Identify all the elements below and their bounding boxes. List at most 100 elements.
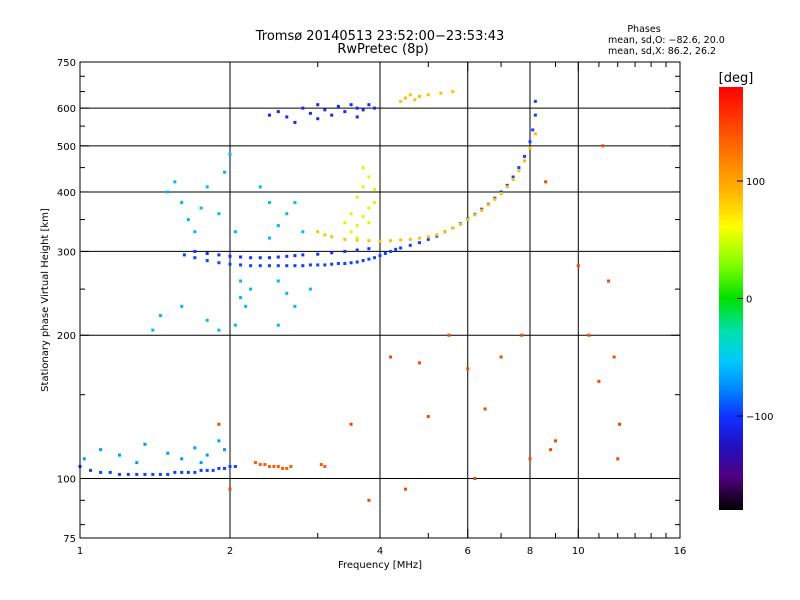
data-point [316, 252, 320, 256]
data-point [223, 466, 227, 470]
data-point [182, 253, 186, 257]
data-point [597, 379, 601, 383]
data-point [289, 464, 293, 468]
data-point [426, 235, 430, 239]
data-point [89, 468, 93, 472]
data-point [336, 261, 340, 265]
data-point [228, 487, 232, 491]
data-point [293, 120, 297, 124]
data-point [249, 264, 253, 268]
data-point [511, 175, 515, 179]
data-point [308, 111, 312, 115]
chart-subtitle: RwPretec (8p) [337, 42, 428, 57]
data-point [361, 166, 365, 170]
data-point [267, 201, 271, 205]
data-point [193, 230, 197, 234]
data-point [117, 472, 121, 476]
data-point [523, 159, 527, 163]
data-point [205, 259, 209, 263]
data-point [166, 190, 170, 194]
x-tick-label: 1 [77, 546, 83, 557]
data-point [285, 212, 289, 216]
data-point [349, 261, 353, 265]
data-point [205, 318, 209, 322]
data-point [355, 238, 359, 242]
data-point [528, 146, 532, 150]
data-point [99, 470, 103, 474]
data-point [199, 468, 203, 472]
data-point [330, 262, 334, 266]
data-point [223, 448, 227, 452]
data-point [217, 261, 221, 265]
data-point [263, 463, 267, 467]
data-point [323, 464, 327, 468]
data-point [330, 113, 334, 117]
data-point [258, 185, 262, 189]
data-point [618, 422, 622, 426]
data-point [399, 99, 403, 103]
data-point [528, 457, 532, 461]
colorbar-label: [deg] [719, 71, 754, 86]
data-point [443, 230, 447, 234]
data-point [355, 115, 359, 119]
data-point [143, 472, 147, 476]
data-point [480, 208, 484, 212]
data-point [367, 175, 371, 179]
data-point [612, 355, 616, 359]
x-tick-label: 6 [465, 546, 471, 557]
data-point [383, 251, 387, 255]
data-point [249, 256, 253, 260]
plot-frame [79, 61, 681, 539]
data-point [399, 238, 403, 242]
data-point [166, 472, 170, 476]
data-point [253, 461, 257, 465]
data-point [373, 201, 377, 205]
data-point [158, 472, 162, 476]
data-point [531, 128, 535, 132]
data-point [323, 108, 327, 112]
colorbar-ticks: 100 0 −100 [737, 177, 773, 423]
data-point [193, 446, 197, 450]
data-point [205, 251, 209, 255]
data-point [399, 246, 403, 250]
data-point [499, 192, 503, 196]
data-point [517, 169, 521, 173]
data-point [276, 279, 280, 283]
data-point [408, 237, 412, 241]
data-point [389, 249, 393, 253]
data-point [272, 464, 276, 468]
data-point [117, 453, 121, 457]
phase-stats: Phases mean, sd,O: −82.6, 20.0 mean, sd,… [608, 24, 725, 57]
data-point [389, 239, 393, 243]
data-point [293, 201, 297, 205]
data-point [249, 287, 253, 291]
data-point [135, 472, 139, 476]
data-point [205, 468, 209, 472]
stats-line-o: mean, sd,O: −82.6, 20.0 [608, 35, 725, 46]
data-point [158, 314, 162, 318]
data-point [186, 470, 190, 474]
data-point [135, 461, 139, 465]
data-point [394, 247, 398, 251]
data-point [336, 104, 340, 108]
data-point [143, 442, 147, 446]
data-point [439, 91, 443, 95]
data-point [239, 296, 243, 300]
data-point [180, 201, 184, 205]
data-point [217, 439, 221, 443]
data-point [258, 256, 262, 260]
y-tick-label: 500 [57, 142, 76, 153]
data-point [435, 233, 439, 237]
data-point [285, 115, 289, 119]
data-point [199, 461, 203, 465]
data-point [228, 262, 232, 266]
y-tick-label: 200 [57, 331, 76, 342]
data-point [361, 215, 365, 219]
data-point [180, 304, 184, 308]
data-point [343, 221, 347, 225]
data-point [373, 187, 377, 191]
data-point [343, 110, 347, 114]
data-point [466, 367, 470, 371]
data-point [267, 113, 271, 117]
